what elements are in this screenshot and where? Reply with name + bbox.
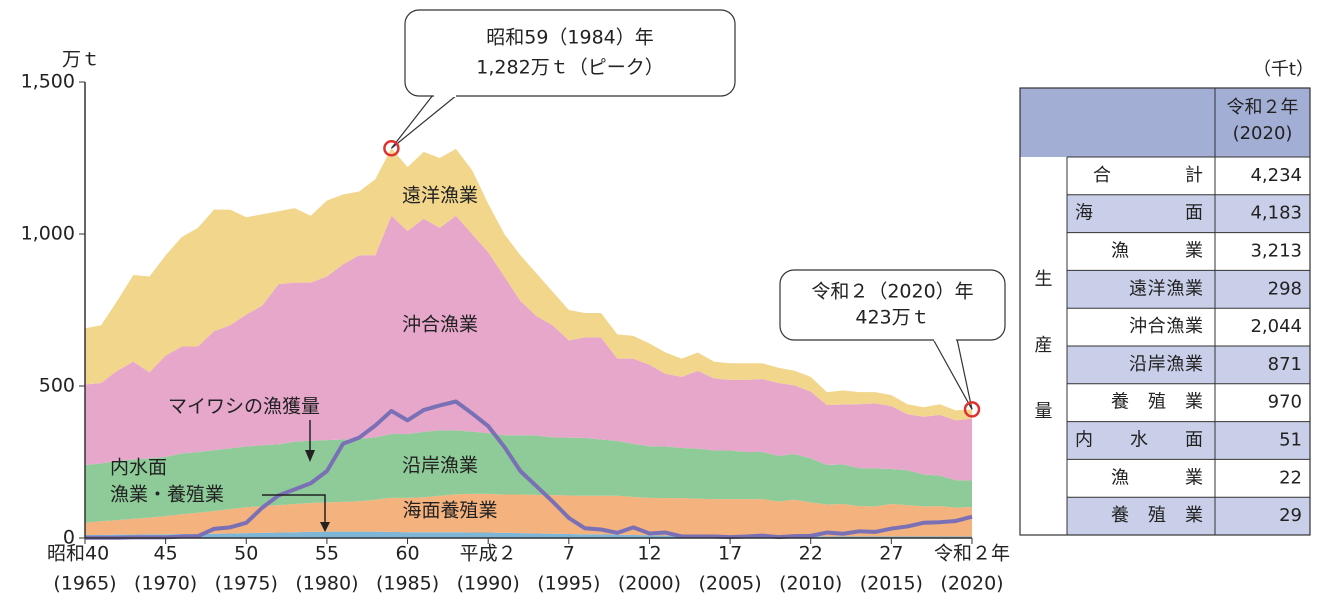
- x-tick-year: (1980): [295, 573, 358, 595]
- row-label: 養 殖 業: [1111, 391, 1203, 413]
- table-unit: （千t）: [1253, 59, 1314, 80]
- callout-pointer: [932, 338, 973, 410]
- x-tick-label: 昭和40: [47, 543, 109, 565]
- x-tick-year: (1975): [215, 573, 278, 595]
- arrowhead: [305, 450, 315, 462]
- sardine-line: [85, 399, 973, 540]
- x-tick-label: 平成２: [460, 543, 517, 565]
- area-label: 漁業・養殖業: [110, 484, 224, 506]
- x-tick-label: 50: [234, 543, 258, 565]
- x-tick-label: 55: [315, 543, 339, 565]
- callout-text: 1,282万ｔ（ピーク）: [476, 57, 663, 79]
- x-tick-year: (2005): [698, 573, 761, 595]
- row-label: 養 殖 業: [1111, 504, 1203, 526]
- row-label: 沖合漁業: [1129, 316, 1203, 337]
- callout-text: 423万ｔ: [855, 307, 929, 329]
- row-value: 4,183: [1250, 203, 1302, 224]
- x-tick-year: (1990): [457, 573, 520, 595]
- row-label: 漁 業: [1111, 241, 1203, 262]
- row-bg: [1067, 346, 1310, 384]
- side-label: 量: [1035, 401, 1053, 422]
- x-tick-label: 60: [395, 543, 419, 565]
- x-tick-year: (2020): [940, 573, 1003, 595]
- row-value: 29: [1279, 505, 1302, 526]
- callout-text: 昭和59（1984）年: [486, 27, 654, 49]
- callout-text: 令和２（2020）年: [811, 281, 973, 303]
- line-label: マイワシの漁獲量: [168, 396, 320, 418]
- peak-marker: [383, 140, 400, 157]
- row-value: 4,234: [1250, 165, 1302, 186]
- y-tick-label: 1,500: [21, 71, 75, 93]
- callout-box: [779, 269, 1006, 341]
- x-tick-year: (1965): [53, 573, 116, 595]
- area: [85, 493, 972, 537]
- x-tick-year: (2015): [860, 573, 923, 595]
- callout-gap: [434, 94, 456, 97]
- y-tick-label: 1,000: [21, 223, 75, 245]
- row-value: 871: [1268, 354, 1302, 375]
- row-label: 内 水 面: [1075, 430, 1203, 451]
- row-label: 遠洋漁業: [1129, 278, 1203, 299]
- area-label: 内水面: [110, 457, 167, 479]
- side-label: 産: [1035, 335, 1053, 356]
- table-border: [1019, 87, 1311, 536]
- x-tick-label: 令和２年: [934, 543, 1010, 565]
- row-label: 漁 業: [1111, 467, 1203, 488]
- row-label: 合 計: [1093, 165, 1203, 186]
- row-value: 3,213: [1250, 241, 1302, 262]
- x-tick-year: (2010): [779, 573, 842, 595]
- area: [85, 148, 972, 421]
- x-tick-label: 27: [879, 543, 903, 565]
- row-bg: [1067, 270, 1310, 309]
- callout-pointer: [390, 94, 458, 149]
- x-tick-label: 17: [718, 543, 742, 565]
- header-bg: [1020, 88, 1310, 157]
- x-tick-year: (1970): [134, 573, 197, 595]
- x-tick-label: 7: [563, 543, 575, 565]
- area-label: 沿岸漁業: [402, 455, 478, 477]
- x-tick-year: (2000): [618, 573, 681, 595]
- row-value: 2,044: [1250, 316, 1302, 337]
- x-tick-label: 12: [637, 543, 661, 565]
- x-tick-label: 22: [799, 543, 823, 565]
- arrowhead: [320, 522, 330, 532]
- row-value: 51: [1279, 430, 1302, 451]
- callout-gap: [934, 338, 956, 341]
- table: （千t） 令和２年 (2020) 合 計 4,234 海 面 4,183 漁 業 3,213 遠洋…: [1019, 59, 1314, 536]
- area-label: 遠洋漁業: [402, 185, 478, 207]
- x-tick-year: (1985): [376, 573, 439, 595]
- area: [85, 215, 972, 481]
- row-bg: [1067, 497, 1310, 535]
- area-label: 沖合漁業: [402, 314, 478, 336]
- x-tick-year: (1995): [537, 573, 600, 595]
- peak-marker: [963, 401, 981, 418]
- row-value: 970: [1268, 392, 1302, 413]
- row-bg: [1067, 194, 1310, 233]
- side-label: 生: [1035, 269, 1053, 290]
- row-label: 海 面: [1075, 203, 1203, 224]
- row-label: 沿岸漁業: [1129, 354, 1203, 375]
- area-label: 海面養殖業: [402, 500, 497, 522]
- y-tick-label: 500: [39, 375, 75, 397]
- callout-box: [404, 9, 736, 97]
- header-text: (2020): [1233, 123, 1293, 144]
- row-value: 298: [1268, 278, 1302, 299]
- y-tick-label: 0: [63, 527, 75, 549]
- x-tick-label: 45: [154, 543, 178, 565]
- row-value: 22: [1279, 467, 1302, 488]
- y-unit: 万ｔ: [62, 49, 100, 71]
- header-text: 令和２年: [1227, 97, 1299, 118]
- arrow: [262, 494, 326, 528]
- row-bg: [1067, 421, 1310, 460]
